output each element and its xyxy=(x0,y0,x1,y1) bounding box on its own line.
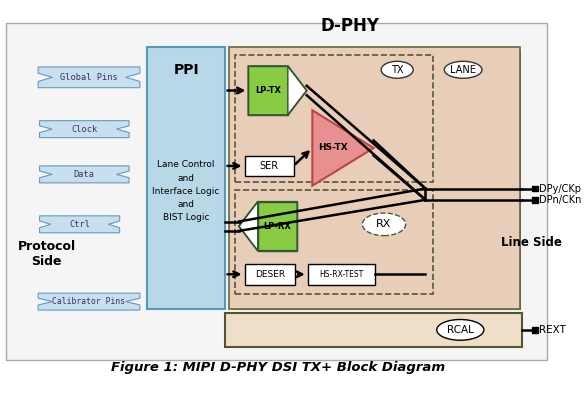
Text: Calibrator Pins: Calibrator Pins xyxy=(53,297,126,306)
Polygon shape xyxy=(40,216,120,233)
Ellipse shape xyxy=(362,213,406,236)
Text: Lane Control
and
Interface Logic
and
BIST Logic: Lane Control and Interface Logic and BIS… xyxy=(152,160,220,222)
Text: Global Pins: Global Pins xyxy=(60,73,118,82)
Bar xyxy=(241,58,520,309)
Polygon shape xyxy=(38,293,140,310)
Bar xyxy=(237,55,520,309)
Text: HS-RX-TEST: HS-RX-TEST xyxy=(319,270,364,279)
Text: D-PHY: D-PHY xyxy=(321,17,380,35)
Bar xyxy=(245,156,294,176)
Text: LP-RX: LP-RX xyxy=(263,222,291,231)
Bar xyxy=(248,66,288,115)
Bar xyxy=(235,55,433,182)
Bar xyxy=(258,202,297,251)
Polygon shape xyxy=(40,166,129,183)
Text: REXT: REXT xyxy=(540,325,566,335)
Text: RCAL: RCAL xyxy=(447,325,474,335)
Polygon shape xyxy=(40,121,129,138)
Text: LANE: LANE xyxy=(450,65,476,75)
Polygon shape xyxy=(239,202,258,251)
Bar xyxy=(245,62,520,309)
Bar xyxy=(245,264,296,284)
Text: Clock: Clock xyxy=(71,125,98,134)
Text: TX: TX xyxy=(391,65,404,75)
Text: PPI: PPI xyxy=(173,63,199,77)
Text: Protocol
Side: Protocol Side xyxy=(18,240,76,268)
Bar xyxy=(532,327,537,333)
Polygon shape xyxy=(288,66,307,115)
Bar xyxy=(235,190,433,294)
Polygon shape xyxy=(38,67,140,88)
Text: Ctrl: Ctrl xyxy=(69,220,90,229)
Text: LP-TX: LP-TX xyxy=(255,86,281,95)
Ellipse shape xyxy=(381,61,413,78)
Polygon shape xyxy=(312,110,374,186)
Bar xyxy=(147,47,225,309)
Bar xyxy=(532,186,537,191)
Text: Figure 1: MIPI D-PHY DSI TX+ Block Diagram: Figure 1: MIPI D-PHY DSI TX+ Block Diagr… xyxy=(112,361,446,374)
Bar xyxy=(225,313,522,347)
Text: Data: Data xyxy=(74,170,95,179)
Bar xyxy=(532,197,537,203)
Text: RX: RX xyxy=(376,219,392,229)
Bar xyxy=(230,47,520,309)
Bar xyxy=(233,51,520,309)
Bar xyxy=(308,264,376,284)
Text: DPy/CKp: DPy/CKp xyxy=(540,184,582,193)
Text: Line Side: Line Side xyxy=(500,236,561,249)
Text: HS-TX: HS-TX xyxy=(318,143,348,152)
Text: DPn/CKn: DPn/CKn xyxy=(540,195,582,205)
Ellipse shape xyxy=(437,320,484,340)
Text: SER: SER xyxy=(259,161,279,171)
Ellipse shape xyxy=(444,61,482,78)
Text: DESER: DESER xyxy=(255,270,285,279)
